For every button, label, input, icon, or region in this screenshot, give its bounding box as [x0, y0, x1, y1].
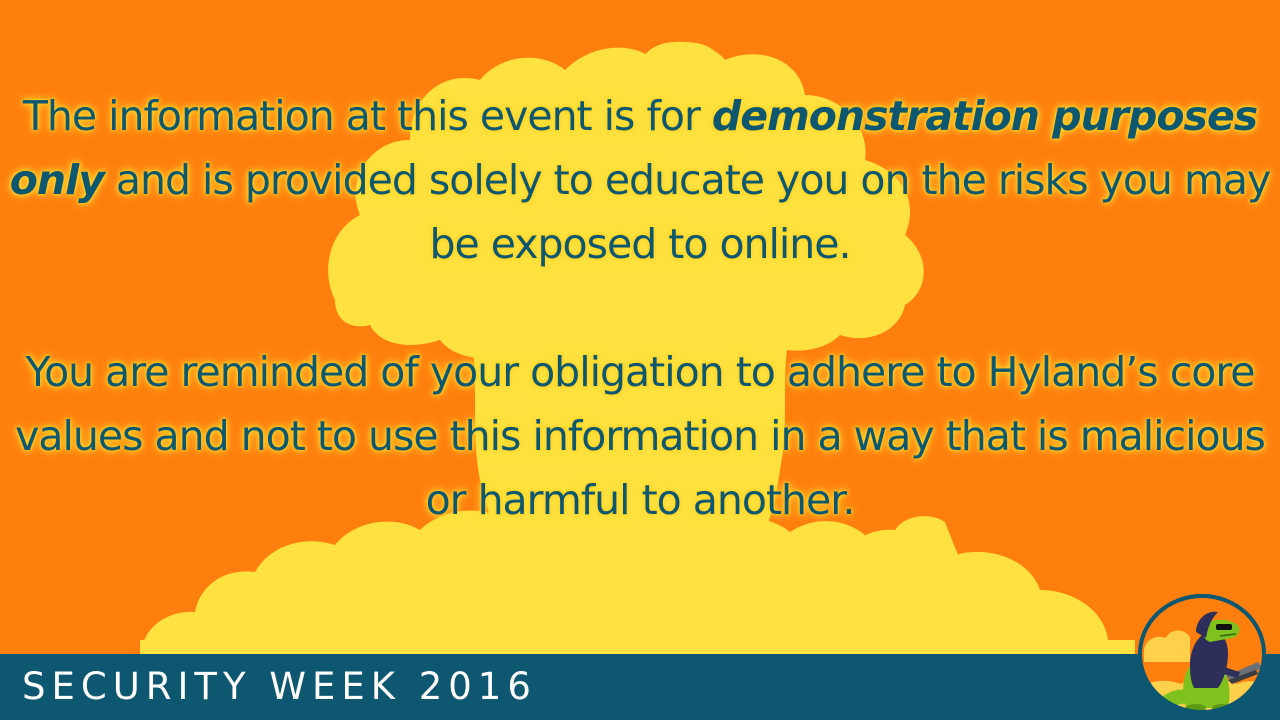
disclaimer-emphasis: demonstration purposes only — [9, 92, 1258, 204]
footer-title: SECURITY WEEK 2016 — [22, 665, 537, 708]
disclaimer-text-before: The information at this event is for — [22, 92, 712, 140]
footer-bar — [0, 654, 1280, 720]
disclaimer-paragraph-2: You are reminded of your obligation to a… — [15, 348, 1266, 524]
dinosaur-hacker-mascot-icon — [1138, 594, 1266, 714]
disclaimer-text-after: and is provided solely to educate you on… — [103, 156, 1271, 268]
disclaimer-paragraph-1: The information at this event is for dem… — [0, 84, 1280, 276]
